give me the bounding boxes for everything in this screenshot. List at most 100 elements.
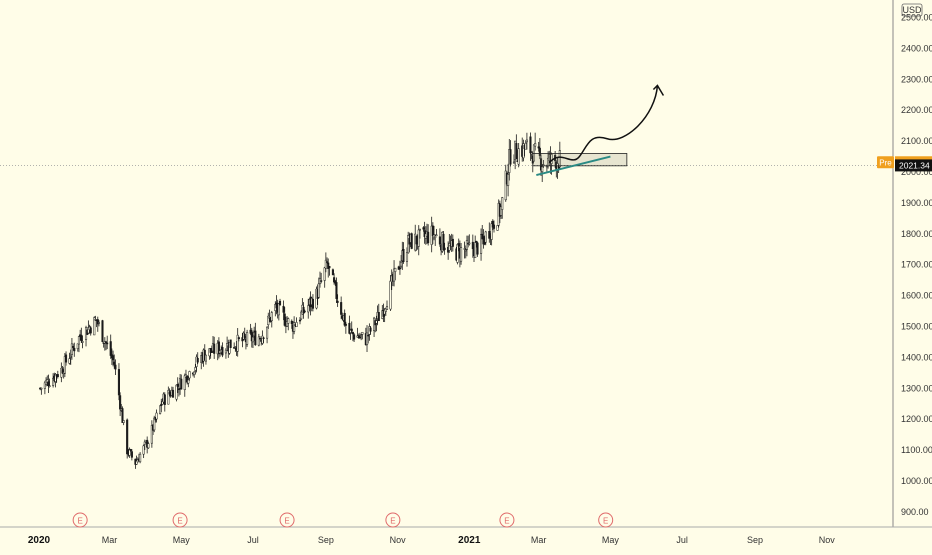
candle: [126, 418, 129, 459]
candle-body: [490, 223, 493, 240]
candle-body: [331, 269, 334, 276]
earnings-marker[interactable]: E: [172, 512, 188, 528]
candle-body: [451, 238, 454, 247]
price-tick-label: 900.00: [901, 507, 929, 517]
candle: [193, 371, 196, 378]
earnings-icon[interactable]: [172, 512, 188, 528]
candle: [163, 392, 166, 412]
candle-body: [360, 334, 363, 337]
candle-body: [484, 231, 487, 243]
candle-body: [81, 341, 84, 343]
projection-arrow-curve[interactable]: [548, 85, 659, 164]
candle-body: [236, 334, 239, 352]
candle: [122, 420, 125, 426]
candle: [236, 328, 239, 357]
candle-body: [427, 231, 430, 244]
candle-body: [431, 225, 434, 236]
earnings-icon[interactable]: [385, 512, 401, 528]
candle-body: [188, 371, 191, 379]
earnings-marker[interactable]: E: [385, 512, 401, 528]
candle: [344, 321, 347, 334]
candle: [515, 134, 518, 160]
candle: [89, 325, 92, 336]
time-tick-label: May: [602, 535, 620, 545]
candle-body: [474, 242, 477, 258]
candle-body: [443, 247, 446, 250]
candle: [221, 342, 224, 358]
candle: [128, 447, 131, 458]
earnings-icon[interactable]: [499, 512, 515, 528]
earnings-marker[interactable]: E: [598, 512, 614, 528]
last-price-badge: [895, 159, 932, 172]
earnings-marker[interactable]: E: [499, 512, 515, 528]
candle: [522, 139, 525, 162]
candle-body: [213, 343, 216, 354]
candle: [480, 228, 483, 261]
candle: [278, 298, 282, 306]
candle: [155, 409, 158, 423]
candle: [468, 234, 471, 246]
earnings-icon[interactable]: [279, 512, 295, 528]
candle: [476, 241, 479, 257]
candle: [402, 242, 405, 264]
candle-body: [163, 394, 166, 405]
candle-body: [153, 417, 156, 431]
currency-box[interactable]: [901, 3, 923, 17]
candle: [484, 230, 487, 246]
candle: [48, 378, 51, 388]
candle: [373, 316, 376, 338]
candle: [257, 333, 260, 347]
candle: [103, 337, 106, 351]
candle: [534, 132, 537, 151]
candle: [331, 268, 334, 276]
price-tick-label: 2100.00: [901, 136, 932, 146]
candle: [394, 267, 397, 281]
candle-body: [180, 378, 183, 390]
candle-body: [40, 387, 43, 390]
candle: [96, 316, 99, 332]
candle-body: [410, 233, 413, 249]
candle: [327, 258, 330, 278]
candle: [76, 343, 79, 352]
candle-body: [333, 277, 336, 283]
trendline-annotation[interactable]: [536, 155, 611, 177]
candle-body: [293, 322, 296, 332]
candle-body: [361, 331, 364, 335]
candle: [262, 336, 265, 344]
candle: [302, 302, 305, 319]
candle: [270, 310, 273, 328]
earnings-icon[interactable]: [598, 512, 614, 528]
candle-body: [400, 261, 403, 267]
candle-body: [262, 337, 265, 340]
candle-body: [76, 343, 79, 349]
candle-body: [468, 242, 471, 245]
candle-body: [243, 333, 246, 338]
candle-body: [56, 374, 59, 378]
price-tick-label: 2200.00: [901, 105, 932, 115]
earnings-marker[interactable]: E: [279, 512, 295, 528]
candle: [135, 455, 138, 465]
candle: [121, 406, 124, 423]
candle-body: [389, 280, 392, 310]
price-tick-label: 1600.00: [901, 291, 932, 301]
candle: [320, 272, 323, 284]
candle: [277, 302, 280, 321]
candle-body: [282, 305, 285, 313]
candle-body: [69, 356, 72, 358]
earnings-icon[interactable]: [72, 512, 88, 528]
candle: [298, 317, 302, 325]
candle-body: [89, 327, 92, 334]
candle: [237, 336, 240, 342]
candle-body: [438, 236, 441, 245]
candle-body: [311, 298, 314, 309]
earnings-marker[interactable]: E: [72, 512, 88, 528]
earnings-label: E: [77, 517, 82, 526]
candle: [204, 354, 207, 365]
range-box-annotation[interactable]: [532, 153, 628, 167]
candle: [435, 228, 438, 237]
candle-body: [93, 317, 96, 336]
candle: [361, 331, 364, 340]
candle-body: [113, 361, 116, 365]
